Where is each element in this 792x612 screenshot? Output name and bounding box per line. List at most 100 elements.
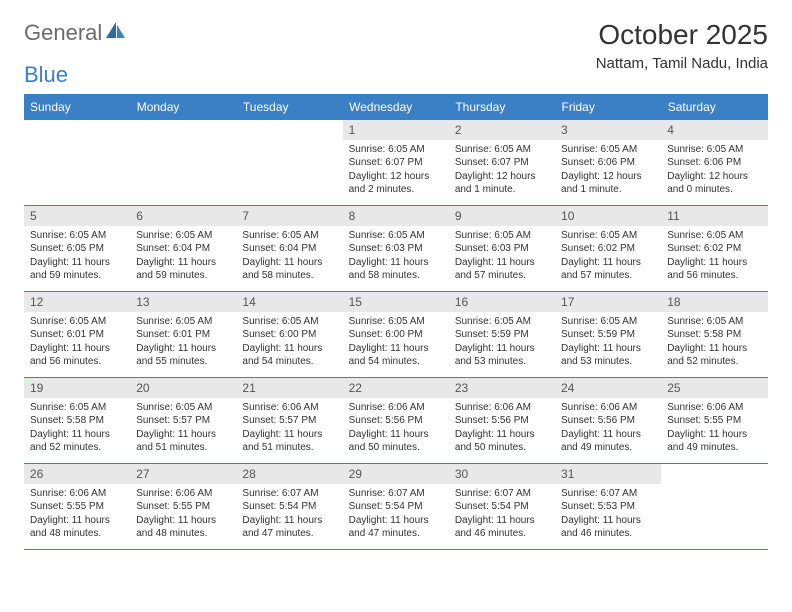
sunset-line: Sunset: 6:07 PM <box>455 156 549 170</box>
day-cell: 11Sunrise: 6:05 AMSunset: 6:02 PMDayligh… <box>661 205 767 291</box>
day-number <box>130 120 236 140</box>
day-cell: 20Sunrise: 6:05 AMSunset: 5:57 PMDayligh… <box>130 377 236 463</box>
weekday-header: Thursday <box>449 94 555 120</box>
day-body: Sunrise: 6:07 AMSunset: 5:54 PMDaylight:… <box>343 484 449 549</box>
day-body: Sunrise: 6:05 AMSunset: 6:04 PMDaylight:… <box>236 226 342 291</box>
daylight-line: Daylight: 11 hours and 46 minutes. <box>561 514 655 541</box>
daylight-line: Daylight: 11 hours and 58 minutes. <box>349 256 443 283</box>
day-body: Sunrise: 6:06 AMSunset: 5:56 PMDaylight:… <box>343 398 449 463</box>
sunset-line: Sunset: 6:01 PM <box>136 328 230 342</box>
sunrise-line: Sunrise: 6:05 AM <box>455 143 549 157</box>
day-body: Sunrise: 6:07 AMSunset: 5:54 PMDaylight:… <box>449 484 555 549</box>
sunrise-line: Sunrise: 6:06 AM <box>455 401 549 415</box>
daylight-line: Daylight: 11 hours and 52 minutes. <box>30 428 124 455</box>
daylight-line: Daylight: 12 hours and 1 minute. <box>455 170 549 197</box>
day-number: 17 <box>555 292 661 312</box>
day-number: 31 <box>555 464 661 484</box>
daylight-line: Daylight: 11 hours and 47 minutes. <box>349 514 443 541</box>
sunset-line: Sunset: 6:00 PM <box>349 328 443 342</box>
daylight-line: Daylight: 11 hours and 50 minutes. <box>455 428 549 455</box>
sunset-line: Sunset: 6:01 PM <box>30 328 124 342</box>
daylight-line: Daylight: 11 hours and 51 minutes. <box>136 428 230 455</box>
day-body: Sunrise: 6:05 AMSunset: 6:03 PMDaylight:… <box>449 226 555 291</box>
week-row: 19Sunrise: 6:05 AMSunset: 5:58 PMDayligh… <box>24 377 768 463</box>
daylight-line: Daylight: 11 hours and 56 minutes. <box>667 256 761 283</box>
daylight-line: Daylight: 11 hours and 56 minutes. <box>30 342 124 369</box>
day-cell: 18Sunrise: 6:05 AMSunset: 5:58 PMDayligh… <box>661 291 767 377</box>
day-cell: 13Sunrise: 6:05 AMSunset: 6:01 PMDayligh… <box>130 291 236 377</box>
sunrise-line: Sunrise: 6:07 AM <box>242 487 336 501</box>
sunrise-line: Sunrise: 6:06 AM <box>561 401 655 415</box>
day-body: Sunrise: 6:05 AMSunset: 6:00 PMDaylight:… <box>236 312 342 377</box>
sunrise-line: Sunrise: 6:05 AM <box>242 315 336 329</box>
day-number: 25 <box>661 378 767 398</box>
daylight-line: Daylight: 11 hours and 59 minutes. <box>30 256 124 283</box>
daylight-line: Daylight: 11 hours and 57 minutes. <box>455 256 549 283</box>
day-cell: 2Sunrise: 6:05 AMSunset: 6:07 PMDaylight… <box>449 120 555 206</box>
day-cell: 30Sunrise: 6:07 AMSunset: 5:54 PMDayligh… <box>449 463 555 549</box>
day-cell: 3Sunrise: 6:05 AMSunset: 6:06 PMDaylight… <box>555 120 661 206</box>
day-cell: 12Sunrise: 6:05 AMSunset: 6:01 PMDayligh… <box>24 291 130 377</box>
sunrise-line: Sunrise: 6:07 AM <box>349 487 443 501</box>
day-body: Sunrise: 6:06 AMSunset: 5:56 PMDaylight:… <box>555 398 661 463</box>
sunrise-line: Sunrise: 6:05 AM <box>561 229 655 243</box>
logo: General <box>24 20 128 46</box>
day-body: Sunrise: 6:06 AMSunset: 5:57 PMDaylight:… <box>236 398 342 463</box>
calendar-body: 1Sunrise: 6:05 AMSunset: 6:07 PMDaylight… <box>24 120 768 550</box>
sunrise-line: Sunrise: 6:05 AM <box>667 229 761 243</box>
day-cell: 1Sunrise: 6:05 AMSunset: 6:07 PMDaylight… <box>343 120 449 206</box>
day-body: Sunrise: 6:05 AMSunset: 6:06 PMDaylight:… <box>661 140 767 205</box>
weekday-header: Monday <box>130 94 236 120</box>
day-cell: 7Sunrise: 6:05 AMSunset: 6:04 PMDaylight… <box>236 205 342 291</box>
sunrise-line: Sunrise: 6:05 AM <box>136 315 230 329</box>
day-number: 20 <box>130 378 236 398</box>
sunset-line: Sunset: 5:54 PM <box>349 500 443 514</box>
day-number: 19 <box>24 378 130 398</box>
day-body: Sunrise: 6:05 AMSunset: 6:04 PMDaylight:… <box>130 226 236 291</box>
daylight-line: Daylight: 11 hours and 52 minutes. <box>667 342 761 369</box>
week-row: 12Sunrise: 6:05 AMSunset: 6:01 PMDayligh… <box>24 291 768 377</box>
sunrise-line: Sunrise: 6:05 AM <box>455 229 549 243</box>
sunset-line: Sunset: 5:56 PM <box>349 414 443 428</box>
title-block: October 2025 Nattam, Tamil Nadu, India <box>596 20 768 72</box>
sunset-line: Sunset: 6:04 PM <box>136 242 230 256</box>
sunrise-line: Sunrise: 6:05 AM <box>349 315 443 329</box>
day-number: 21 <box>236 378 342 398</box>
day-number: 11 <box>661 206 767 226</box>
day-body: Sunrise: 6:06 AMSunset: 5:56 PMDaylight:… <box>449 398 555 463</box>
day-cell: 17Sunrise: 6:05 AMSunset: 5:59 PMDayligh… <box>555 291 661 377</box>
sunset-line: Sunset: 6:00 PM <box>242 328 336 342</box>
day-body: Sunrise: 6:05 AMSunset: 6:05 PMDaylight:… <box>24 226 130 291</box>
sunrise-line: Sunrise: 6:05 AM <box>455 315 549 329</box>
day-body: Sunrise: 6:07 AMSunset: 5:54 PMDaylight:… <box>236 484 342 549</box>
day-body: Sunrise: 6:05 AMSunset: 6:03 PMDaylight:… <box>343 226 449 291</box>
day-cell: 23Sunrise: 6:06 AMSunset: 5:56 PMDayligh… <box>449 377 555 463</box>
day-number: 13 <box>130 292 236 312</box>
calendar-table: SundayMondayTuesdayWednesdayThursdayFrid… <box>24 94 768 550</box>
daylight-line: Daylight: 11 hours and 57 minutes. <box>561 256 655 283</box>
day-number: 30 <box>449 464 555 484</box>
location: Nattam, Tamil Nadu, India <box>596 55 768 72</box>
day-cell <box>24 120 130 206</box>
weekday-header: Wednesday <box>343 94 449 120</box>
day-number: 29 <box>343 464 449 484</box>
week-row: 26Sunrise: 6:06 AMSunset: 5:55 PMDayligh… <box>24 463 768 549</box>
day-number: 14 <box>236 292 342 312</box>
weekday-header: Tuesday <box>236 94 342 120</box>
day-number: 16 <box>449 292 555 312</box>
day-number: 15 <box>343 292 449 312</box>
day-cell <box>236 120 342 206</box>
day-body <box>661 484 767 540</box>
daylight-line: Daylight: 11 hours and 59 minutes. <box>136 256 230 283</box>
sunset-line: Sunset: 5:54 PM <box>455 500 549 514</box>
day-number <box>661 464 767 484</box>
sunset-line: Sunset: 6:02 PM <box>667 242 761 256</box>
day-number: 26 <box>24 464 130 484</box>
sunrise-line: Sunrise: 6:05 AM <box>667 315 761 329</box>
day-cell: 19Sunrise: 6:05 AMSunset: 5:58 PMDayligh… <box>24 377 130 463</box>
calendar-page: General October 2025 Nattam, Tamil Nadu,… <box>0 0 792 570</box>
sunrise-line: Sunrise: 6:06 AM <box>242 401 336 415</box>
day-cell: 31Sunrise: 6:07 AMSunset: 5:53 PMDayligh… <box>555 463 661 549</box>
day-cell <box>661 463 767 549</box>
day-body: Sunrise: 6:05 AMSunset: 6:02 PMDaylight:… <box>661 226 767 291</box>
